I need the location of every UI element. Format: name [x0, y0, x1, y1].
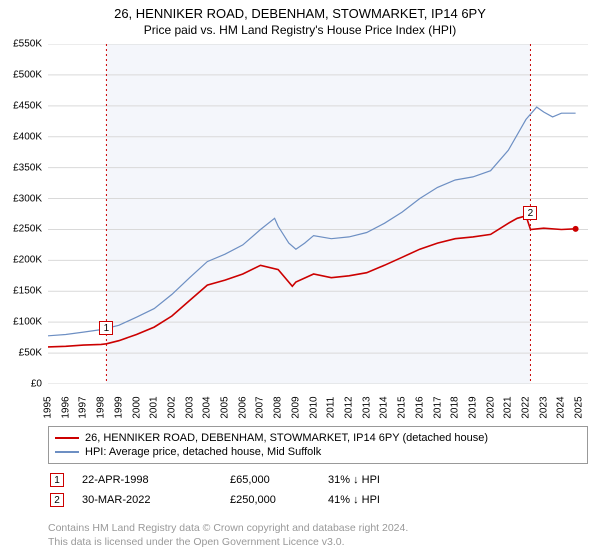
x-axis-label: 1998	[96, 396, 107, 418]
legend: 26, HENNIKER ROAD, DEBENHAM, STOWMARKET,…	[48, 426, 588, 464]
sale-row-marker: 2	[50, 493, 64, 507]
chart-area: £0£50K£100K£150K£200K£250K£300K£350K£400…	[48, 44, 588, 384]
x-axis-label: 1999	[113, 396, 124, 418]
chart-title: 26, HENNIKER ROAD, DEBENHAM, STOWMARKET,…	[0, 0, 600, 21]
sale-price: £250,000	[230, 494, 310, 506]
x-axis-label: 2025	[574, 396, 585, 418]
footer-line-2: This data is licensed under the Open Gov…	[48, 536, 588, 550]
x-axis-label: 2003	[184, 396, 195, 418]
y-axis-label: £50K	[19, 348, 42, 359]
chart-subtitle: Price paid vs. HM Land Registry's House …	[0, 21, 600, 41]
legend-label: 26, HENNIKER ROAD, DEBENHAM, STOWMARKET,…	[85, 432, 488, 444]
y-axis-label: £550K	[13, 39, 42, 50]
x-axis-label: 2004	[202, 396, 213, 418]
legend-item: 26, HENNIKER ROAD, DEBENHAM, STOWMARKET,…	[55, 431, 581, 445]
x-axis-label: 2018	[450, 396, 461, 418]
y-axis-label: £500K	[13, 69, 42, 80]
x-axis-label: 2023	[538, 396, 549, 418]
x-axis-label: 2017	[432, 396, 443, 418]
y-axis-label: £200K	[13, 255, 42, 266]
x-axis-label: 2009	[290, 396, 301, 418]
y-axis-label: £300K	[13, 193, 42, 204]
legend-item: HPI: Average price, detached house, Mid …	[55, 445, 581, 459]
sale-price: £65,000	[230, 474, 310, 486]
x-axis-label: 1997	[78, 396, 89, 418]
y-axis-label: £0	[31, 379, 42, 390]
sale-row: 1 22-APR-1998 £65,000 31% ↓ HPI	[48, 470, 588, 490]
sale-date: 30-MAR-2022	[82, 494, 212, 506]
x-axis-label: 2007	[255, 396, 266, 418]
x-axis-label: 2010	[308, 396, 319, 418]
sale-marker: 2	[523, 206, 537, 220]
x-axis-label: 2021	[503, 396, 514, 418]
y-axis-label: £150K	[13, 286, 42, 297]
footer: Contains HM Land Registry data © Crown c…	[48, 522, 588, 549]
x-axis-label: 2008	[273, 396, 284, 418]
x-axis-label: 2024	[556, 396, 567, 418]
chart-svg	[48, 44, 588, 384]
x-axis-label: 2006	[237, 396, 248, 418]
y-axis-label: £400K	[13, 131, 42, 142]
sales-table: 1 22-APR-1998 £65,000 31% ↓ HPI 2 30-MAR-2022…	[48, 470, 588, 510]
x-axis-label: 2001	[149, 396, 160, 418]
x-axis-label: 2015	[397, 396, 408, 418]
x-axis-label: 2014	[379, 396, 390, 418]
sale-row-marker: 1	[50, 473, 64, 487]
x-axis-label: 2002	[166, 396, 177, 418]
sale-row: 2 30-MAR-2022 £250,000 41% ↓ HPI	[48, 490, 588, 510]
x-axis-label: 1996	[60, 396, 71, 418]
y-axis-label: £250K	[13, 224, 42, 235]
x-axis-label: 2013	[361, 396, 372, 418]
legend-swatch	[55, 437, 79, 439]
x-axis-label: 2012	[343, 396, 354, 418]
y-axis-label: £350K	[13, 162, 42, 173]
x-axis-label: 2005	[220, 396, 231, 418]
x-axis-label: 2022	[521, 396, 532, 418]
x-axis-label: 2020	[485, 396, 496, 418]
sale-date: 22-APR-1998	[82, 474, 212, 486]
x-axis-label: 1995	[43, 396, 54, 418]
y-axis-label: £450K	[13, 100, 42, 111]
x-axis-label: 2011	[326, 397, 337, 419]
legend-label: HPI: Average price, detached house, Mid …	[85, 446, 321, 458]
footer-line-1: Contains HM Land Registry data © Crown c…	[48, 522, 588, 536]
x-axis-label: 2016	[414, 396, 425, 418]
chart-container: 26, HENNIKER ROAD, DEBENHAM, STOWMARKET,…	[0, 0, 600, 560]
sale-pct: 41% ↓ HPI	[328, 494, 428, 506]
sale-pct: 31% ↓ HPI	[328, 474, 428, 486]
x-axis-label: 2019	[467, 396, 478, 418]
x-axis-label: 2000	[131, 396, 142, 418]
y-axis-label: £100K	[13, 317, 42, 328]
legend-swatch	[55, 451, 79, 453]
sale-marker: 1	[99, 321, 113, 335]
